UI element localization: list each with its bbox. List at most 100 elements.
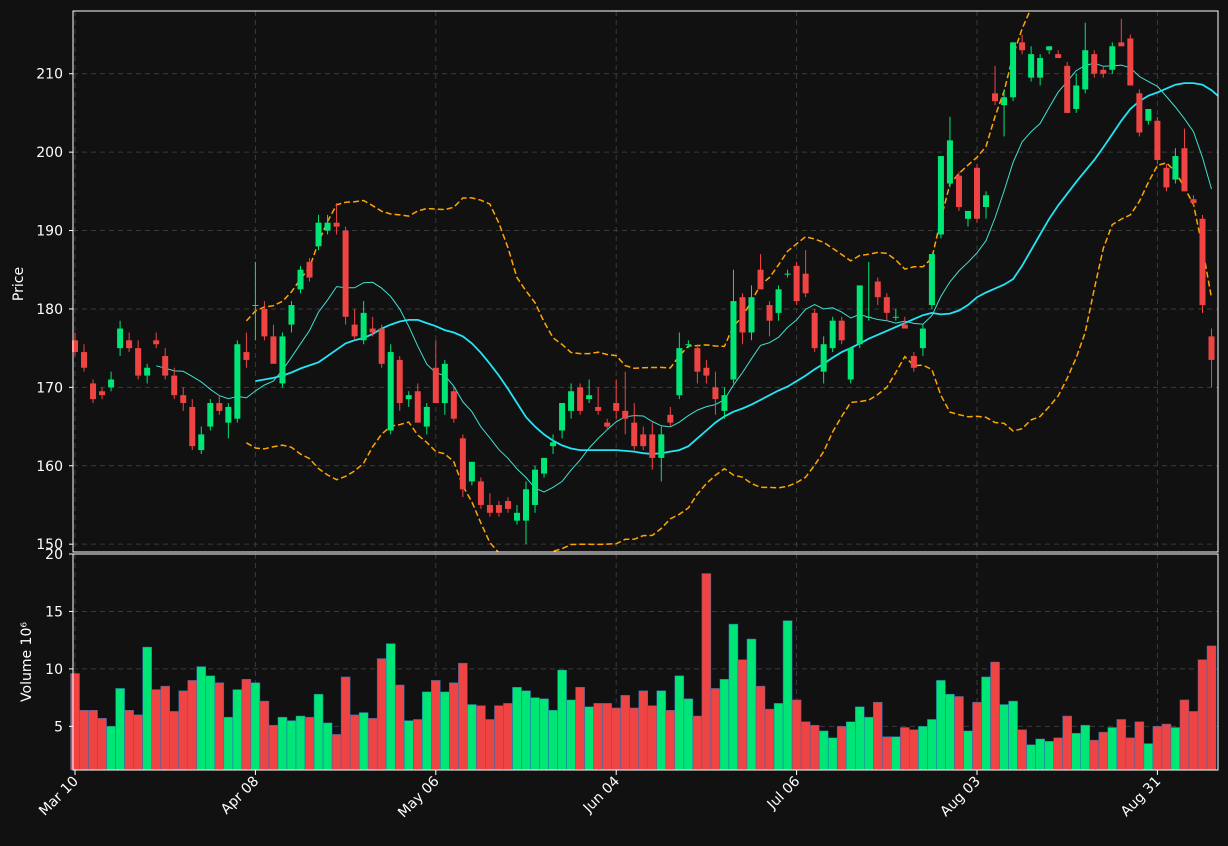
candle-body — [297, 269, 304, 290]
grid-lines — [73, 11, 1218, 770]
candle-body — [117, 328, 124, 349]
candle-body — [189, 406, 196, 447]
volume-bar — [214, 682, 225, 771]
volume-bar — [512, 687, 522, 771]
candle-body — [243, 352, 250, 360]
volume-bar — [250, 682, 261, 771]
volume-bar — [773, 703, 784, 771]
date-tick-label: Jun 04 — [580, 773, 623, 816]
volume-bar — [638, 690, 649, 771]
volume-bar — [647, 705, 658, 771]
candle-body — [72, 340, 78, 353]
candle-body — [658, 434, 665, 458]
volume-bar — [566, 699, 576, 771]
candle-body — [1181, 148, 1188, 192]
candle-body — [171, 375, 178, 396]
volume-bar — [431, 680, 441, 771]
candle-body — [793, 265, 800, 302]
volume-bar — [1179, 699, 1190, 771]
candle-body — [450, 391, 457, 419]
candle-body — [1208, 336, 1215, 360]
volume-bar — [458, 662, 468, 771]
volume-bar — [782, 620, 793, 771]
volume-bar — [1125, 737, 1136, 771]
candle-body — [1127, 38, 1134, 86]
volume-bar — [692, 715, 703, 771]
volume-bar — [1098, 731, 1109, 771]
price-tick-label: 160 — [36, 459, 63, 475]
candle-body — [685, 344, 692, 346]
volume-bar — [629, 707, 639, 771]
candle-body — [126, 340, 133, 349]
volume-bar — [142, 646, 152, 771]
price-axis-label: Price — [11, 267, 27, 301]
candle-body — [225, 406, 232, 423]
volume-bar — [106, 726, 116, 771]
candle-body — [667, 414, 674, 423]
volume-bar — [286, 720, 297, 771]
volume-bar — [665, 710, 676, 771]
volume-bar — [909, 729, 919, 771]
candle-body — [198, 434, 205, 451]
candle-body — [306, 261, 313, 278]
price-tick-label: 170 — [36, 380, 63, 396]
volume-bar — [1161, 723, 1172, 771]
volume-bar — [494, 705, 504, 771]
volume-bar — [882, 736, 892, 771]
volume-bar — [1071, 732, 1081, 771]
candle-body — [919, 328, 926, 349]
volume-bar — [873, 701, 883, 771]
volume-bar — [791, 699, 802, 771]
candle-body — [712, 387, 719, 400]
volume-bar — [232, 689, 243, 771]
volume-bar — [413, 719, 423, 771]
candle-body — [937, 156, 944, 235]
candle-body — [162, 355, 169, 376]
candle-body — [1082, 50, 1089, 90]
candle-body — [405, 395, 412, 400]
volume-bar — [1089, 739, 1100, 771]
candle-body — [1046, 46, 1053, 51]
candle-body — [495, 504, 502, 513]
candle-body — [90, 383, 97, 400]
candle-body — [532, 469, 539, 505]
candle-body — [955, 175, 962, 208]
candle-body — [414, 391, 421, 423]
volume-bar — [737, 659, 748, 771]
volume-bar — [367, 718, 378, 771]
candle-body — [992, 93, 999, 102]
candle-body — [441, 363, 448, 404]
volume-bar — [927, 719, 937, 771]
candle-body — [234, 344, 241, 419]
candle-body — [135, 348, 142, 376]
candle-body — [342, 230, 349, 317]
bollinger-upper-line — [245, 11, 1031, 370]
candle-body — [586, 395, 593, 400]
volume-bar — [981, 676, 991, 771]
volume-bar — [1080, 724, 1090, 771]
candle-body — [883, 297, 890, 313]
candle-body — [378, 328, 385, 364]
candle-body — [261, 308, 268, 337]
volume-bar — [1008, 700, 1018, 771]
candle-body — [468, 461, 475, 482]
volume-bar — [1116, 719, 1127, 771]
volume-bar — [891, 736, 901, 771]
volume-bar — [900, 727, 910, 771]
fast-ma-line — [156, 62, 1212, 493]
volume-bar — [575, 687, 585, 771]
volume-bar — [800, 721, 811, 771]
candle-body — [1145, 109, 1152, 121]
bollinger-bands — [245, 11, 1213, 552]
volume-bar — [124, 710, 134, 771]
candle-body — [721, 395, 728, 411]
price-tick-label: 210 — [36, 67, 63, 83]
candle-body — [766, 305, 773, 321]
volume-bar — [539, 698, 549, 771]
candle-body — [757, 269, 764, 290]
candle-body — [676, 348, 683, 396]
candle-body — [1055, 54, 1062, 59]
candle-body — [1136, 93, 1143, 133]
volume-bar — [1152, 726, 1163, 771]
volume-bar — [683, 698, 694, 771]
